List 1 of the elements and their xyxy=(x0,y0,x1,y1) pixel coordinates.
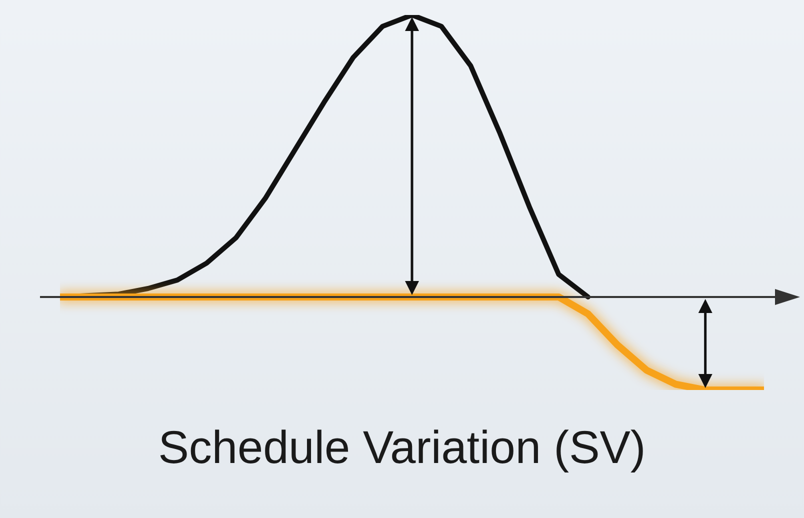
text: Schedule Variation (SV) xyxy=(157,420,647,474)
